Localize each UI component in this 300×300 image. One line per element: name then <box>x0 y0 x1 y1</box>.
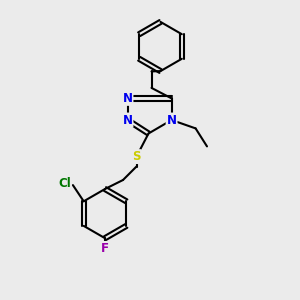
Text: Cl: Cl <box>58 177 71 190</box>
Text: F: F <box>101 242 109 255</box>
Text: S: S <box>132 150 141 163</box>
Text: N: N <box>122 92 133 105</box>
Text: N: N <box>167 113 177 127</box>
Text: N: N <box>122 113 133 127</box>
